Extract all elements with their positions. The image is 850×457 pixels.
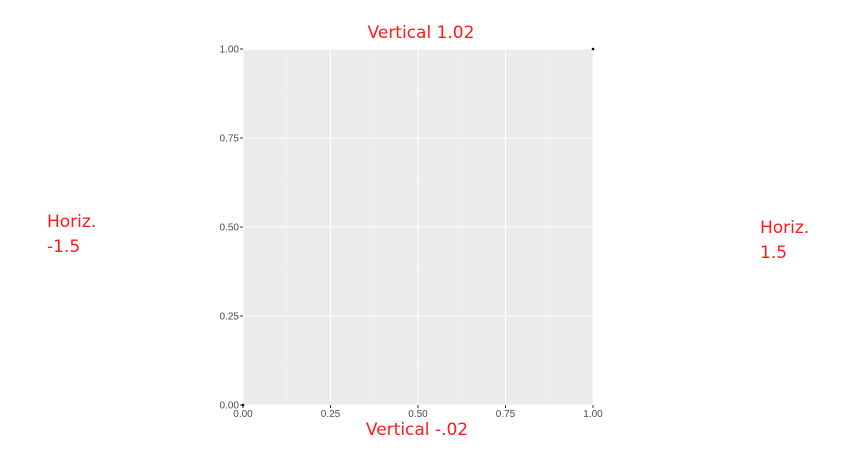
- annotation-left: Horiz. -1.5: [47, 212, 97, 257]
- data-point: [241, 403, 245, 407]
- x-tick-label: 0.75: [496, 409, 516, 420]
- data-point: [591, 47, 595, 51]
- y-tick-label: 0.00: [220, 401, 240, 412]
- x-tick-label: 0.25: [321, 409, 341, 420]
- annotation-top: Vertical 1.02: [367, 23, 475, 43]
- y-tick-label: 0.75: [220, 134, 240, 145]
- x-tick-label: 1.00: [583, 409, 603, 420]
- annotation-bottom: Vertical -.02: [365, 420, 469, 440]
- x-tick-label: 0.50: [408, 409, 428, 420]
- x-tick-label: 0.00: [233, 409, 253, 420]
- y-tick-label: 1.00: [220, 45, 240, 56]
- annotation-right: Horiz. 1.5: [760, 218, 810, 263]
- y-tick-label: 0.25: [220, 312, 240, 323]
- y-tick-label: 0.50: [220, 223, 240, 234]
